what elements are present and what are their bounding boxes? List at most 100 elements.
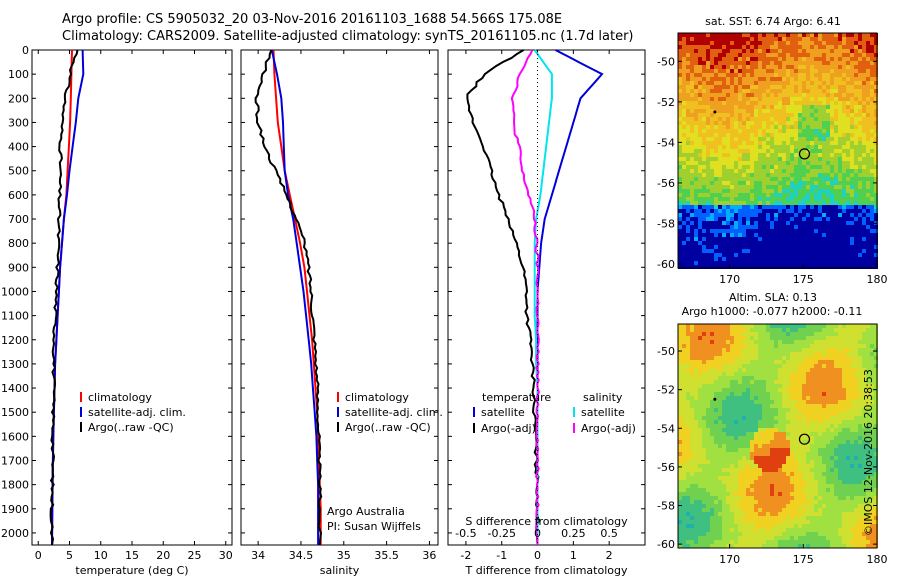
map-cell — [762, 165, 766, 169]
map-cell — [846, 364, 850, 368]
map-cell — [758, 392, 762, 396]
map-cell — [862, 133, 866, 137]
map-cell — [818, 257, 822, 261]
map-cell — [782, 261, 786, 265]
map-cell — [690, 360, 694, 364]
map-cell — [730, 105, 734, 109]
map-cell — [806, 416, 810, 420]
map-cell — [694, 257, 698, 261]
map-cell — [758, 117, 762, 121]
map-cell — [750, 404, 754, 408]
map-cell — [798, 404, 802, 408]
map-cell — [758, 416, 762, 420]
map-cell — [762, 213, 766, 217]
map-cell — [698, 384, 702, 388]
map-cell — [782, 153, 786, 157]
map-cell — [870, 408, 874, 412]
map-cell — [750, 356, 754, 360]
map-cell — [722, 344, 726, 348]
map-cell — [782, 265, 786, 269]
map-cell — [698, 253, 702, 257]
map-cell — [774, 109, 778, 113]
map-cell — [786, 81, 790, 85]
map-cell — [730, 89, 734, 93]
map-cell — [838, 428, 842, 432]
map-cell — [734, 81, 738, 85]
map-cell — [858, 209, 862, 213]
map-cell — [806, 185, 810, 189]
map-cell — [818, 205, 822, 209]
map-cell — [678, 45, 682, 49]
map-cell — [818, 356, 822, 360]
map-cell — [874, 93, 878, 97]
map-cell — [782, 177, 786, 181]
map-cell — [690, 45, 694, 49]
map-cell — [762, 97, 766, 101]
map-cell — [762, 41, 766, 45]
map-cell — [798, 65, 802, 69]
map-cell — [870, 436, 874, 440]
map-cell — [870, 460, 874, 464]
map-cell — [738, 85, 742, 89]
map-cell — [850, 145, 854, 149]
map-cell — [738, 157, 742, 161]
map-cell — [862, 33, 866, 37]
map-cell — [710, 460, 714, 464]
map-cell — [702, 460, 706, 464]
map-cell — [794, 57, 798, 61]
map-cell — [702, 324, 706, 328]
map-cell — [814, 448, 818, 452]
map-cell — [874, 404, 878, 408]
map-cell — [690, 388, 694, 392]
map-cell — [766, 193, 770, 197]
ytick-label: 1300 — [1, 358, 29, 371]
map-cell — [802, 73, 806, 77]
map-cell — [778, 233, 782, 237]
map-cell — [774, 73, 778, 77]
map-cell — [686, 332, 690, 336]
map-cell — [678, 189, 682, 193]
map-cell — [734, 37, 738, 41]
map-cell — [870, 129, 874, 133]
map-cell — [870, 340, 874, 344]
map-cell — [762, 344, 766, 348]
map-cell — [718, 161, 722, 165]
map-cell — [766, 253, 770, 257]
map-cell — [834, 396, 838, 400]
map-cell — [818, 225, 822, 229]
map-cell — [722, 121, 726, 125]
map-cell — [782, 65, 786, 69]
map-cell — [682, 336, 686, 340]
map-cell — [706, 57, 710, 61]
map-cell — [834, 181, 838, 185]
map-cell — [702, 65, 706, 69]
map-cell — [774, 57, 778, 61]
map-cell — [854, 460, 858, 464]
map-cell — [830, 352, 834, 356]
map-cell — [710, 324, 714, 328]
map-cell — [738, 396, 742, 400]
map-cell — [766, 257, 770, 261]
map-cell — [822, 448, 826, 452]
map-cell — [782, 225, 786, 229]
map-cell — [738, 460, 742, 464]
map-cell — [826, 85, 830, 89]
map-cell — [790, 444, 794, 448]
map-cell — [722, 440, 726, 444]
map-cell — [782, 145, 786, 149]
map-cell — [738, 129, 742, 133]
map-cell — [698, 372, 702, 376]
s-tick-label: -0.5 — [455, 527, 476, 540]
map-cell — [714, 149, 718, 153]
map-cell — [754, 225, 758, 229]
map-cell — [814, 205, 818, 209]
map-cell — [706, 85, 710, 89]
map-cell — [838, 424, 842, 428]
map-cell — [782, 364, 786, 368]
map-cell — [714, 253, 718, 257]
map-cell — [790, 33, 794, 37]
map-cell — [782, 380, 786, 384]
map-cell — [794, 113, 798, 117]
map-cell — [810, 432, 814, 436]
map-cell — [682, 348, 686, 352]
